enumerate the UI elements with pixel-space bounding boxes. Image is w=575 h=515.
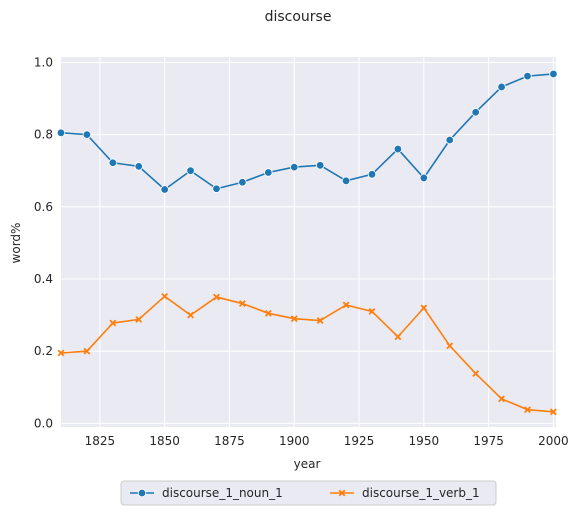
legend-items: discourse_1_noun_1 discourse_1_verb_1: [130, 486, 480, 500]
data-point: [341, 176, 351, 186]
data-point: [187, 311, 195, 319]
series-layer: [56, 69, 558, 416]
data-point: [316, 317, 324, 324]
data-point: [367, 170, 377, 179]
legend-item: discourse_1_verb_1: [330, 486, 480, 500]
data-point: [420, 304, 428, 312]
y-tick-label: 0.0: [34, 416, 53, 430]
chart-title: discourse: [265, 9, 332, 25]
x-tick-label: 2000: [538, 434, 569, 448]
legend-label: discourse_1_verb_1: [362, 486, 480, 500]
y-tick-label: 1.0: [34, 55, 53, 69]
data-point: [472, 370, 480, 378]
legend-label: discourse_1_noun_1: [162, 486, 283, 500]
data-point: [290, 162, 299, 172]
y-tick-label: 0.8: [34, 128, 53, 142]
gridlines: [61, 57, 556, 427]
y-tick-label: 0.6: [34, 200, 53, 214]
data-point: [549, 69, 558, 79]
y-axis-title: word%: [9, 223, 23, 264]
data-point: [264, 309, 272, 317]
legend-item: discourse_1_noun_1: [130, 486, 283, 500]
data-point: [471, 108, 480, 117]
data-point: [212, 184, 221, 193]
data-point: [134, 162, 143, 171]
data-point: [160, 185, 169, 194]
x-axis-ticks: 1825 1850 1875 1900 1925 1950 1975 2000: [85, 434, 569, 448]
x-tick-label: 1875: [214, 434, 245, 448]
y-tick-label: 0.4: [34, 272, 53, 286]
x-tick-label: 1900: [279, 434, 310, 448]
data-point: [238, 178, 247, 187]
y-axis-ticks: 0.0 0.2 0.4 0.6 0.8 1.0: [34, 55, 53, 430]
data-point: [290, 315, 298, 323]
data-point: [83, 347, 91, 355]
series-discourse_1_noun_1: [56, 69, 558, 194]
data-point: [419, 173, 429, 183]
data-point: [393, 144, 403, 154]
x-tick-label: 1825: [85, 434, 116, 448]
data-point: [445, 135, 454, 145]
data-point: [109, 319, 117, 327]
data-point: [342, 301, 350, 309]
series-discourse_1_verb_1: [57, 292, 557, 416]
x-tick-label: 1975: [473, 434, 504, 448]
legend: discourse_1_noun_1 discourse_1_verb_1: [120, 480, 497, 506]
data-point: [264, 168, 273, 177]
data-point: [213, 293, 220, 301]
data-point: [524, 406, 531, 414]
x-axis-title: year: [294, 457, 321, 471]
data-point: [135, 315, 143, 323]
data-point: [82, 130, 92, 139]
x-tick-label: 1925: [344, 434, 375, 448]
data-point: [523, 71, 532, 81]
data-point: [497, 82, 506, 92]
series-line: [60, 295, 554, 413]
x-tick-label: 1950: [409, 434, 440, 448]
y-tick-label: 0.2: [34, 344, 53, 358]
series-line: [60, 73, 554, 191]
data-point: [186, 166, 195, 175]
legend-box: [120, 480, 497, 506]
data-point: [108, 158, 118, 167]
data-point: [498, 395, 506, 403]
data-point: [394, 333, 402, 341]
data-point: [315, 161, 325, 170]
x-tick-label: 1850: [149, 434, 180, 448]
data-point: [161, 292, 169, 300]
data-point: [56, 128, 66, 138]
data-point: [368, 308, 376, 315]
legend-marker: [137, 488, 147, 498]
data-point: [238, 300, 246, 307]
data-point: [446, 342, 454, 350]
data-point: [549, 408, 557, 416]
legend-marker: [338, 489, 346, 497]
plot-area: [61, 57, 556, 427]
data-point: [57, 349, 65, 357]
